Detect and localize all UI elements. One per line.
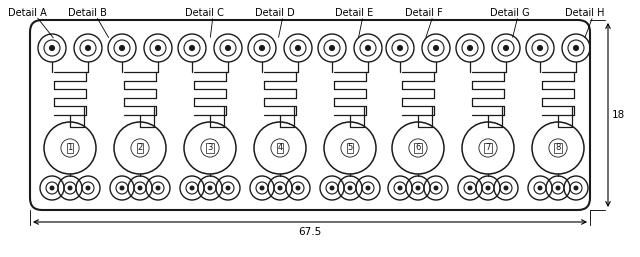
Text: 6: 6: [415, 143, 420, 152]
Text: Detail H: Detail H: [565, 8, 605, 18]
Circle shape: [296, 45, 301, 50]
Circle shape: [504, 186, 508, 190]
Circle shape: [86, 45, 90, 50]
Circle shape: [259, 45, 264, 50]
Circle shape: [61, 139, 79, 157]
Circle shape: [479, 139, 497, 157]
Circle shape: [50, 186, 54, 190]
Circle shape: [260, 186, 264, 190]
Circle shape: [504, 45, 509, 50]
Circle shape: [467, 45, 472, 50]
Circle shape: [226, 186, 230, 190]
Circle shape: [341, 139, 359, 157]
Circle shape: [120, 186, 124, 190]
Circle shape: [538, 186, 542, 190]
Circle shape: [254, 122, 306, 174]
Text: 2: 2: [138, 143, 143, 152]
Text: 18: 18: [612, 110, 625, 120]
Text: Detail G: Detail G: [490, 8, 530, 18]
Circle shape: [462, 122, 514, 174]
Text: Detail C: Detail C: [185, 8, 224, 18]
Circle shape: [573, 45, 579, 50]
Circle shape: [392, 122, 444, 174]
Circle shape: [138, 186, 142, 190]
Text: Detail F: Detail F: [405, 8, 443, 18]
Text: 7: 7: [485, 143, 491, 152]
Circle shape: [184, 122, 236, 174]
Circle shape: [409, 139, 427, 157]
Circle shape: [114, 122, 166, 174]
Text: Detail B: Detail B: [68, 8, 107, 18]
Circle shape: [156, 45, 161, 50]
Circle shape: [538, 45, 543, 50]
Text: 67.5: 67.5: [298, 227, 322, 237]
Circle shape: [433, 45, 438, 50]
Circle shape: [556, 186, 560, 190]
Circle shape: [278, 186, 282, 190]
Text: Detail D: Detail D: [255, 8, 295, 18]
Circle shape: [398, 186, 402, 190]
Circle shape: [86, 186, 90, 190]
Circle shape: [549, 139, 567, 157]
Circle shape: [68, 186, 72, 190]
Text: Detail A: Detail A: [8, 8, 47, 18]
Circle shape: [366, 186, 370, 190]
Circle shape: [225, 45, 230, 50]
Text: Detail E: Detail E: [335, 8, 373, 18]
Circle shape: [365, 45, 371, 50]
Circle shape: [348, 186, 352, 190]
Circle shape: [330, 186, 334, 190]
Text: 4: 4: [277, 143, 283, 152]
Circle shape: [44, 122, 96, 174]
Circle shape: [574, 186, 578, 190]
Circle shape: [468, 186, 472, 190]
Circle shape: [190, 186, 194, 190]
Circle shape: [324, 122, 376, 174]
FancyBboxPatch shape: [30, 20, 590, 210]
Circle shape: [131, 139, 149, 157]
Circle shape: [486, 186, 490, 190]
Circle shape: [156, 186, 160, 190]
Circle shape: [532, 122, 584, 174]
Circle shape: [49, 45, 54, 50]
Circle shape: [397, 45, 403, 50]
Circle shape: [416, 186, 420, 190]
Circle shape: [120, 45, 125, 50]
Text: 1: 1: [67, 143, 72, 152]
Text: 3: 3: [207, 143, 212, 152]
Circle shape: [330, 45, 335, 50]
Circle shape: [434, 186, 438, 190]
Circle shape: [189, 45, 195, 50]
Text: 8: 8: [556, 143, 561, 152]
Circle shape: [296, 186, 300, 190]
Circle shape: [208, 186, 212, 190]
Text: 5: 5: [348, 143, 353, 152]
Circle shape: [201, 139, 219, 157]
Circle shape: [271, 139, 289, 157]
